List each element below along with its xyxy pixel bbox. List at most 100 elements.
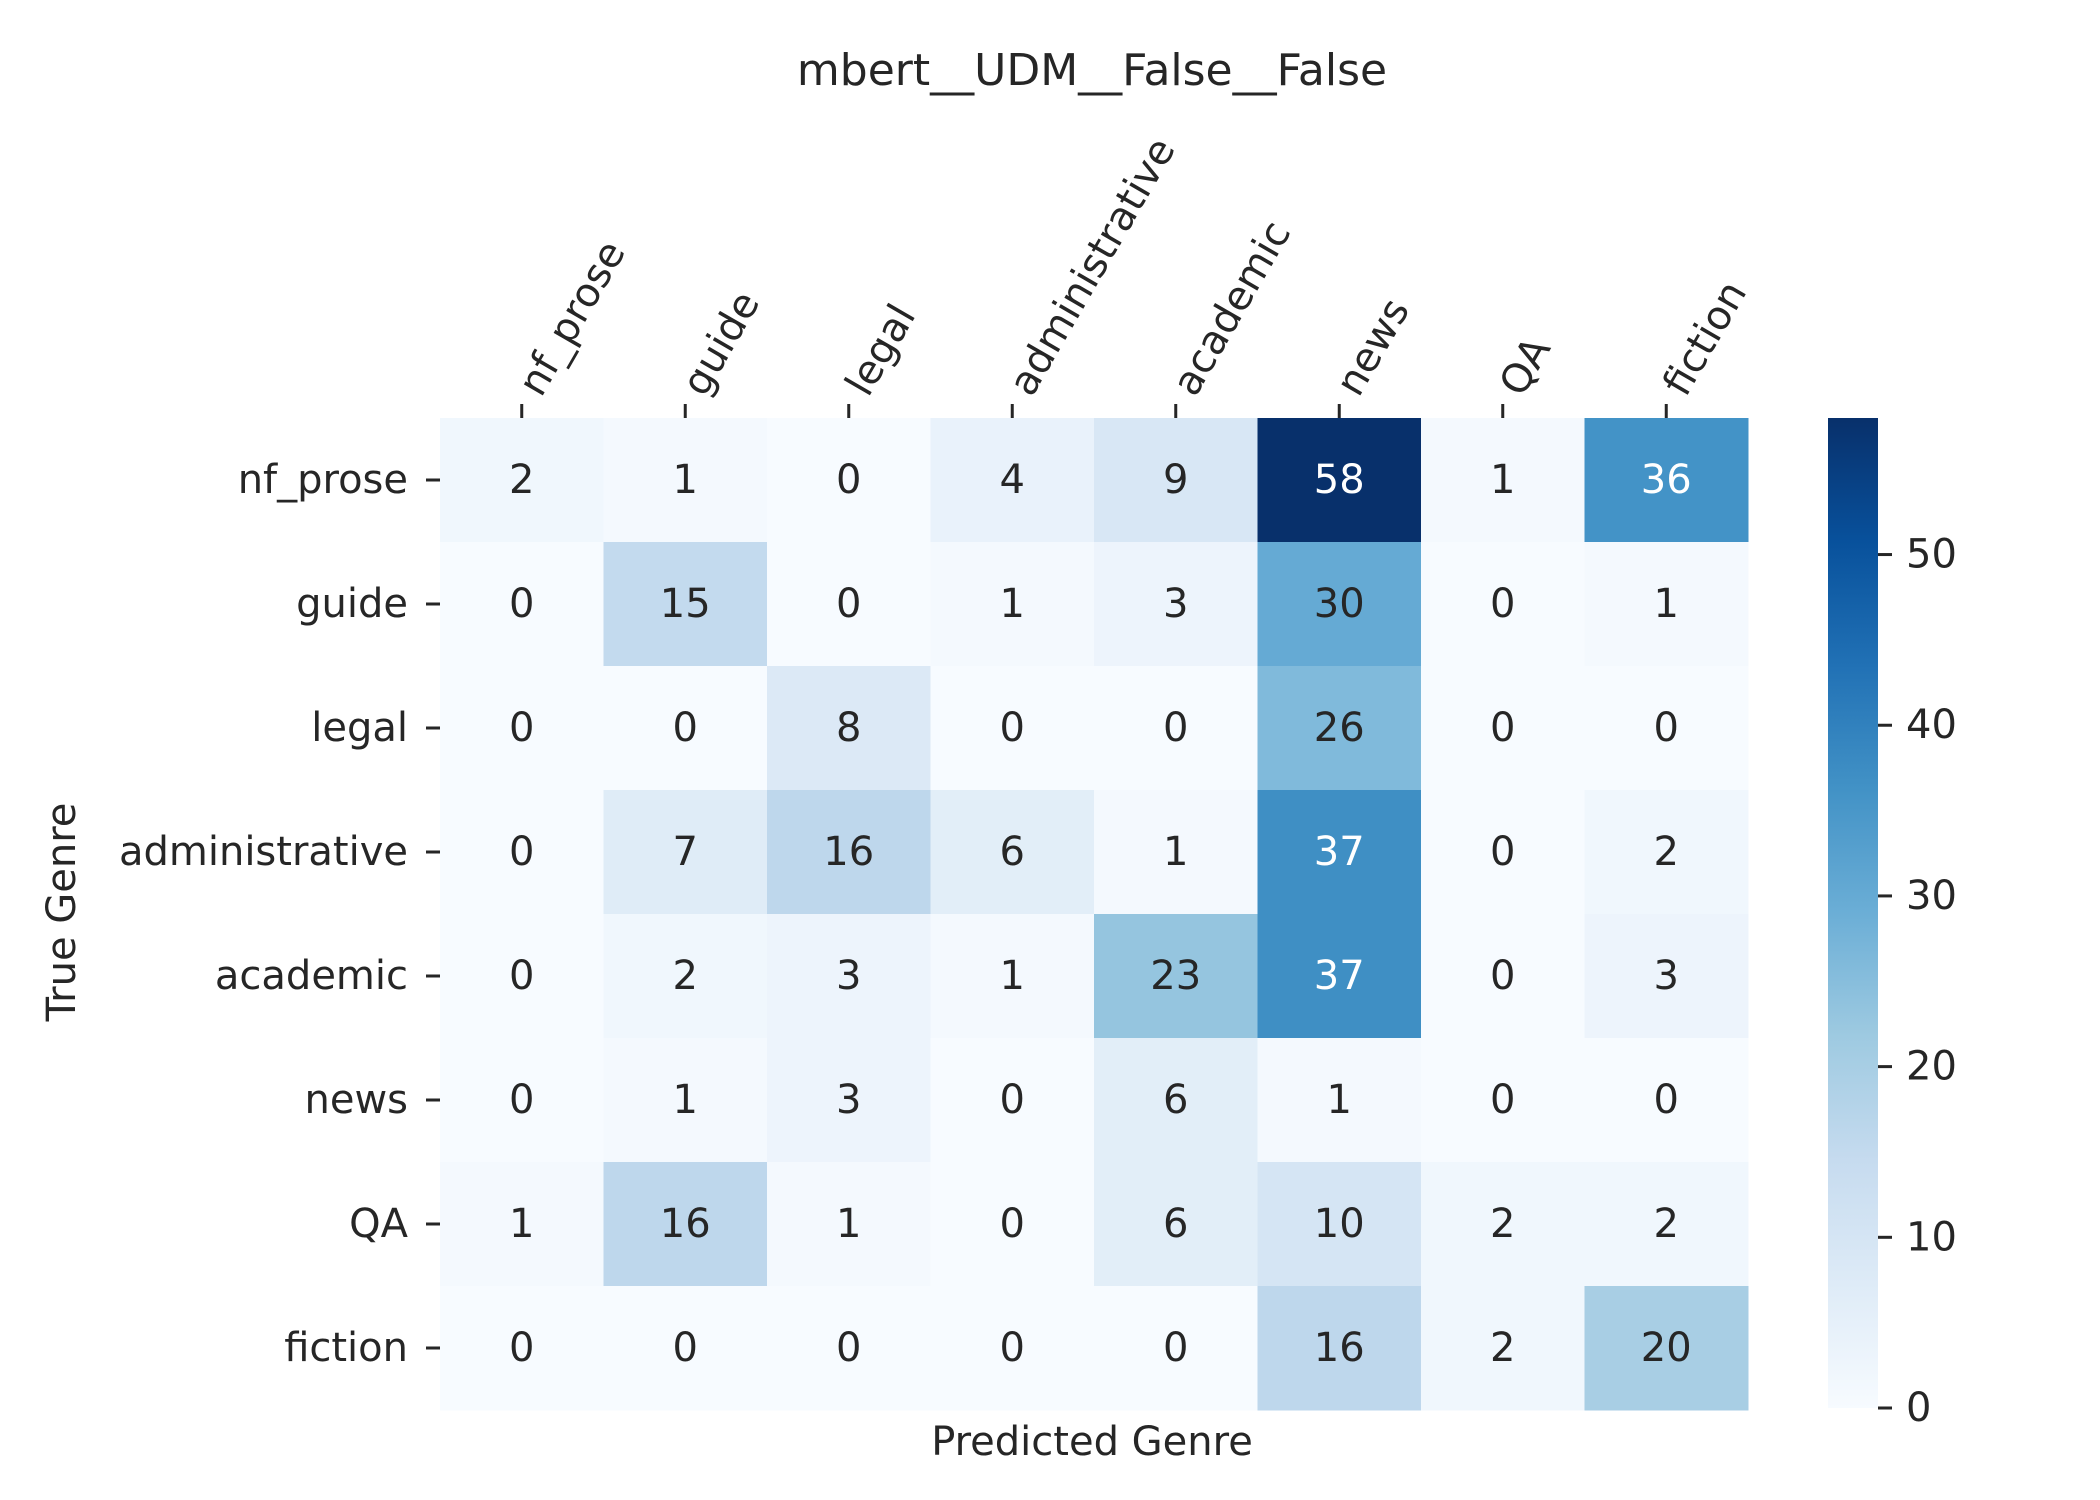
cell-value-label: 6 [1163, 1201, 1188, 1247]
cell-value-label: 2 [509, 457, 534, 503]
heatmap-cell [767, 914, 931, 1039]
heatmap-cell [440, 1038, 604, 1163]
heatmap-cell [1094, 1038, 1258, 1163]
heatmap-cell [1421, 1162, 1585, 1287]
x-tick-label: news [1327, 291, 1419, 404]
heatmap-cell [603, 542, 768, 667]
cell-value-label: 3 [1163, 581, 1188, 627]
cell-value-label: 1 [1654, 581, 1679, 627]
heatmap-cell [1094, 542, 1258, 667]
heatmap-cell [440, 666, 604, 791]
cell-value-label: 0 [1163, 705, 1188, 751]
heatmap-cell [440, 418, 604, 543]
heatmap-cell [603, 1038, 768, 1163]
cell-value-label: 16 [660, 1201, 711, 1247]
heatmap-cell [767, 666, 931, 791]
heatmap-cell [930, 790, 1095, 915]
cell-value-label: 1 [509, 1201, 534, 1247]
cell-value-label: 0 [509, 953, 534, 999]
cell-value-label: 8 [836, 705, 861, 751]
heatmap-cell [930, 666, 1095, 791]
heatmap-cell [603, 914, 768, 1039]
cell-value-label: 26 [1314, 705, 1365, 751]
cell-value-label: 0 [509, 705, 534, 751]
heatmap-cell [1421, 1286, 1585, 1411]
cell-value-label: 0 [836, 581, 861, 627]
heatmap-cell [930, 1038, 1095, 1163]
cell-value-label: 1 [1163, 829, 1188, 875]
cell-value-label: 2 [673, 953, 698, 999]
colorbar-tick-label: 40 [1906, 702, 1957, 748]
heatmap-cell [1421, 666, 1585, 791]
heatmap-cell [1257, 418, 1422, 543]
heatmap-cell [1584, 542, 1749, 667]
cell-value-label: 0 [1000, 705, 1025, 751]
cell-value-label: 6 [1163, 1077, 1188, 1123]
heatmap-cell [440, 1162, 604, 1287]
cell-value-label: 23 [1150, 953, 1201, 999]
cell-value-label: 2 [1654, 829, 1679, 875]
heatmap-cell [1094, 1162, 1258, 1287]
heatmap-cell [1257, 666, 1422, 791]
y-tick-label: legal [311, 705, 408, 751]
colorbar-gradient [1828, 418, 1878, 1408]
heatmap-cell [1094, 1286, 1258, 1411]
cell-value-label: 0 [1490, 953, 1515, 999]
x-tick-label: nf_prose [510, 233, 635, 403]
cell-value-label: 36 [1641, 457, 1692, 503]
cell-value-label: 37 [1314, 953, 1365, 999]
cell-value-label: 37 [1314, 829, 1365, 875]
cell-value-label: 0 [509, 581, 534, 627]
heatmap-cell [1257, 1162, 1422, 1287]
heatmap-cell [1584, 790, 1749, 915]
heatmap-cell [1584, 1162, 1749, 1287]
cell-value-label: 0 [1490, 581, 1515, 627]
heatmap-cell [603, 1162, 768, 1287]
cell-value-label: 0 [1163, 1325, 1188, 1371]
x-axis-title: Predicted Genre [931, 1419, 1253, 1465]
heatmap-cell [930, 1162, 1095, 1287]
cell-value-label: 3 [836, 953, 861, 999]
cell-value-label: 6 [1000, 829, 1025, 875]
cell-value-label: 0 [1490, 705, 1515, 751]
chart-title: mbert__UDM__False__False [797, 45, 1387, 96]
y-tick-label: academic [215, 953, 408, 999]
heatmap-cell [767, 1286, 931, 1411]
cell-value-label: 16 [1314, 1325, 1365, 1371]
cell-value-label: 2 [1490, 1325, 1515, 1371]
cell-value-label: 0 [1654, 705, 1679, 751]
heatmap-cell [1257, 790, 1422, 915]
heatmap-cell [1421, 418, 1585, 543]
cell-value-label: 30 [1314, 581, 1365, 627]
cell-value-label: 2 [1654, 1201, 1679, 1247]
colorbar: 0 10 20 30 40 50 [1828, 418, 1957, 1431]
cell-value-label: 7 [673, 829, 698, 875]
cell-value-label: 0 [509, 829, 534, 875]
cell-value-label: 0 [1000, 1201, 1025, 1247]
heatmap-cell [1584, 666, 1749, 791]
heatmap-cell [767, 790, 931, 915]
cell-value-label: 10 [1314, 1201, 1365, 1247]
cell-value-label: 0 [836, 457, 861, 503]
heatmap-cell [1421, 914, 1585, 1039]
y-tick-label: fiction [284, 1325, 408, 1371]
x-tick-label: fiction [1654, 273, 1756, 403]
heatmap-cell [1584, 914, 1749, 1039]
colorbar-tick-label: 50 [1906, 532, 1957, 578]
heatmap-cell [1584, 1038, 1749, 1163]
y-tick-label: news [304, 1077, 408, 1123]
x-axis: nf_prose guide legal administrativeacademic… [510, 130, 1756, 418]
heatmap-cell [1094, 666, 1258, 791]
cell-value-label: 20 [1641, 1325, 1692, 1371]
cell-value-label: 0 [1490, 829, 1515, 875]
heatmap-cell [767, 1038, 931, 1163]
cell-value-label: 3 [836, 1077, 861, 1123]
cell-value-label: 1 [673, 457, 698, 503]
cell-value-label: 0 [836, 1325, 861, 1371]
x-tick-label: academic [1164, 213, 1300, 403]
heatmap-cell [603, 790, 768, 915]
cell-value-label: 0 [1654, 1077, 1679, 1123]
heatmap-cell [1094, 790, 1258, 915]
heatmap-cell [1584, 1286, 1749, 1411]
heatmap-cell [930, 914, 1095, 1039]
